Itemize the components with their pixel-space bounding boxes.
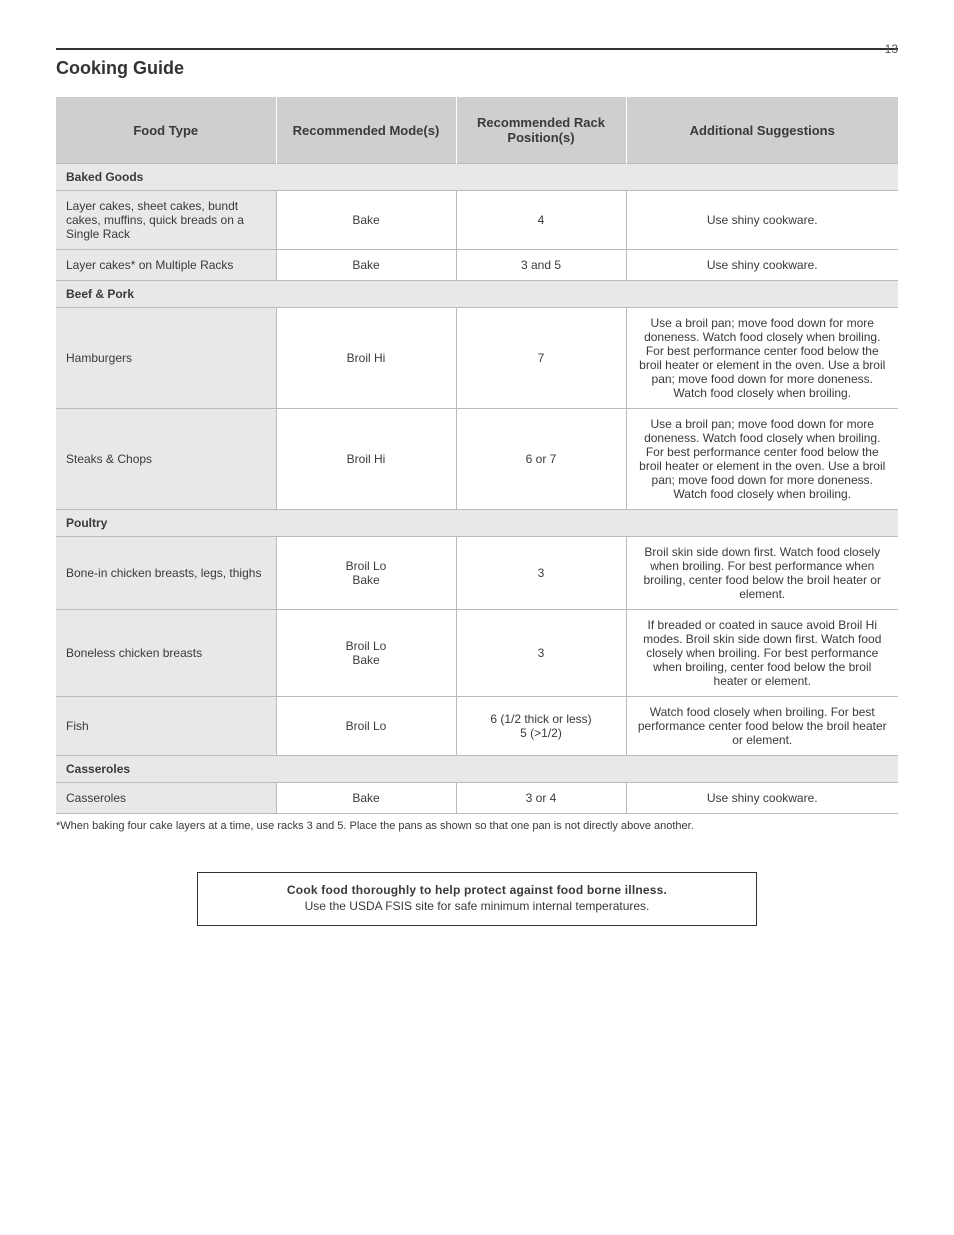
cell-suggestions: Use shiny cookware. <box>626 783 898 814</box>
cell-rack: 3 <box>456 537 626 610</box>
cell-rack: 6 (1/2 thick or less)5 (>1/2) <box>456 697 626 756</box>
cell-food: Casseroles <box>56 783 276 814</box>
cell-rack: 3 or 4 <box>456 783 626 814</box>
section-title: Poultry <box>56 510 898 537</box>
section-title: Baked Goods <box>56 164 898 191</box>
tips-line-2: Use the USDA FSIS site for safe minimum … <box>212 899 742 913</box>
table-section-header: Casseroles <box>56 756 898 783</box>
col-rack: Recommended Rack Position(s) <box>456 97 626 164</box>
cooking-guide-table: Food Type Recommended Mode(s) Recommende… <box>56 97 898 814</box>
cell-food: Steaks & Chops <box>56 409 276 510</box>
cell-food: Layer cakes, sheet cakes, bundt cakes, m… <box>56 191 276 250</box>
cell-food: Hamburgers <box>56 308 276 409</box>
page-title: Cooking Guide <box>56 58 898 79</box>
cell-rack: 6 or 7 <box>456 409 626 510</box>
cell-suggestions: Use a broil pan; move food down for more… <box>626 308 898 409</box>
cell-suggestions: Watch food closely when broiling. For be… <box>626 697 898 756</box>
cell-mode: Bake <box>276 191 456 250</box>
table-row: Layer cakes* on Multiple RacksBake3 and … <box>56 250 898 281</box>
col-suggestions: Additional Suggestions <box>626 97 898 164</box>
cell-suggestions: If breaded or coated in sauce avoid Broi… <box>626 610 898 697</box>
section-title: Beef & Pork <box>56 281 898 308</box>
cell-mode: Bake <box>276 783 456 814</box>
cell-food: Layer cakes* on Multiple Racks <box>56 250 276 281</box>
table-row: Layer cakes, sheet cakes, bundt cakes, m… <box>56 191 898 250</box>
cell-food: Boneless chicken breasts <box>56 610 276 697</box>
table-section-header: Baked Goods <box>56 164 898 191</box>
cell-rack: 3 <box>456 610 626 697</box>
table-row: Steaks & ChopsBroil Hi6 or 7Use a broil … <box>56 409 898 510</box>
page-number: 13 <box>885 42 898 56</box>
section-title: Casseroles <box>56 756 898 783</box>
table-row: Bone-in chicken breasts, legs, thighsBro… <box>56 537 898 610</box>
table-footnote: *When baking four cake layers at a time,… <box>56 820 898 832</box>
cell-suggestions: Use shiny cookware. <box>626 191 898 250</box>
top-rule <box>56 48 898 50</box>
cell-mode: Bake <box>276 250 456 281</box>
cell-mode: Broil Lo <box>276 697 456 756</box>
cell-suggestions: Use a broil pan; move food down for more… <box>626 409 898 510</box>
cell-rack: 7 <box>456 308 626 409</box>
cell-suggestions: Broil skin side down first. Watch food c… <box>626 537 898 610</box>
cell-rack: 3 and 5 <box>456 250 626 281</box>
table-section-header: Poultry <box>56 510 898 537</box>
table-header-row: Food Type Recommended Mode(s) Recommende… <box>56 97 898 164</box>
cell-rack: 4 <box>456 191 626 250</box>
col-food-type: Food Type <box>56 97 276 164</box>
cell-food: Bone-in chicken breasts, legs, thighs <box>56 537 276 610</box>
page: 13 Cooking Guide Food Type Recommended M… <box>0 0 954 986</box>
table-row: HamburgersBroil Hi7Use a broil pan; move… <box>56 308 898 409</box>
tips-box: Cook food thoroughly to help protect aga… <box>197 872 757 926</box>
table-row: Boneless chicken breastsBroil LoBake3If … <box>56 610 898 697</box>
table-row: FishBroil Lo6 (1/2 thick or less)5 (>1/2… <box>56 697 898 756</box>
cell-mode: Broil LoBake <box>276 537 456 610</box>
table-section-header: Beef & Pork <box>56 281 898 308</box>
cell-food: Fish <box>56 697 276 756</box>
cell-mode: Broil Hi <box>276 308 456 409</box>
cell-mode: Broil LoBake <box>276 610 456 697</box>
tips-line-1: Cook food thoroughly to help protect aga… <box>212 883 742 897</box>
cell-mode: Broil Hi <box>276 409 456 510</box>
col-mode: Recommended Mode(s) <box>276 97 456 164</box>
table-row: CasserolesBake3 or 4Use shiny cookware. <box>56 783 898 814</box>
cell-suggestions: Use shiny cookware. <box>626 250 898 281</box>
